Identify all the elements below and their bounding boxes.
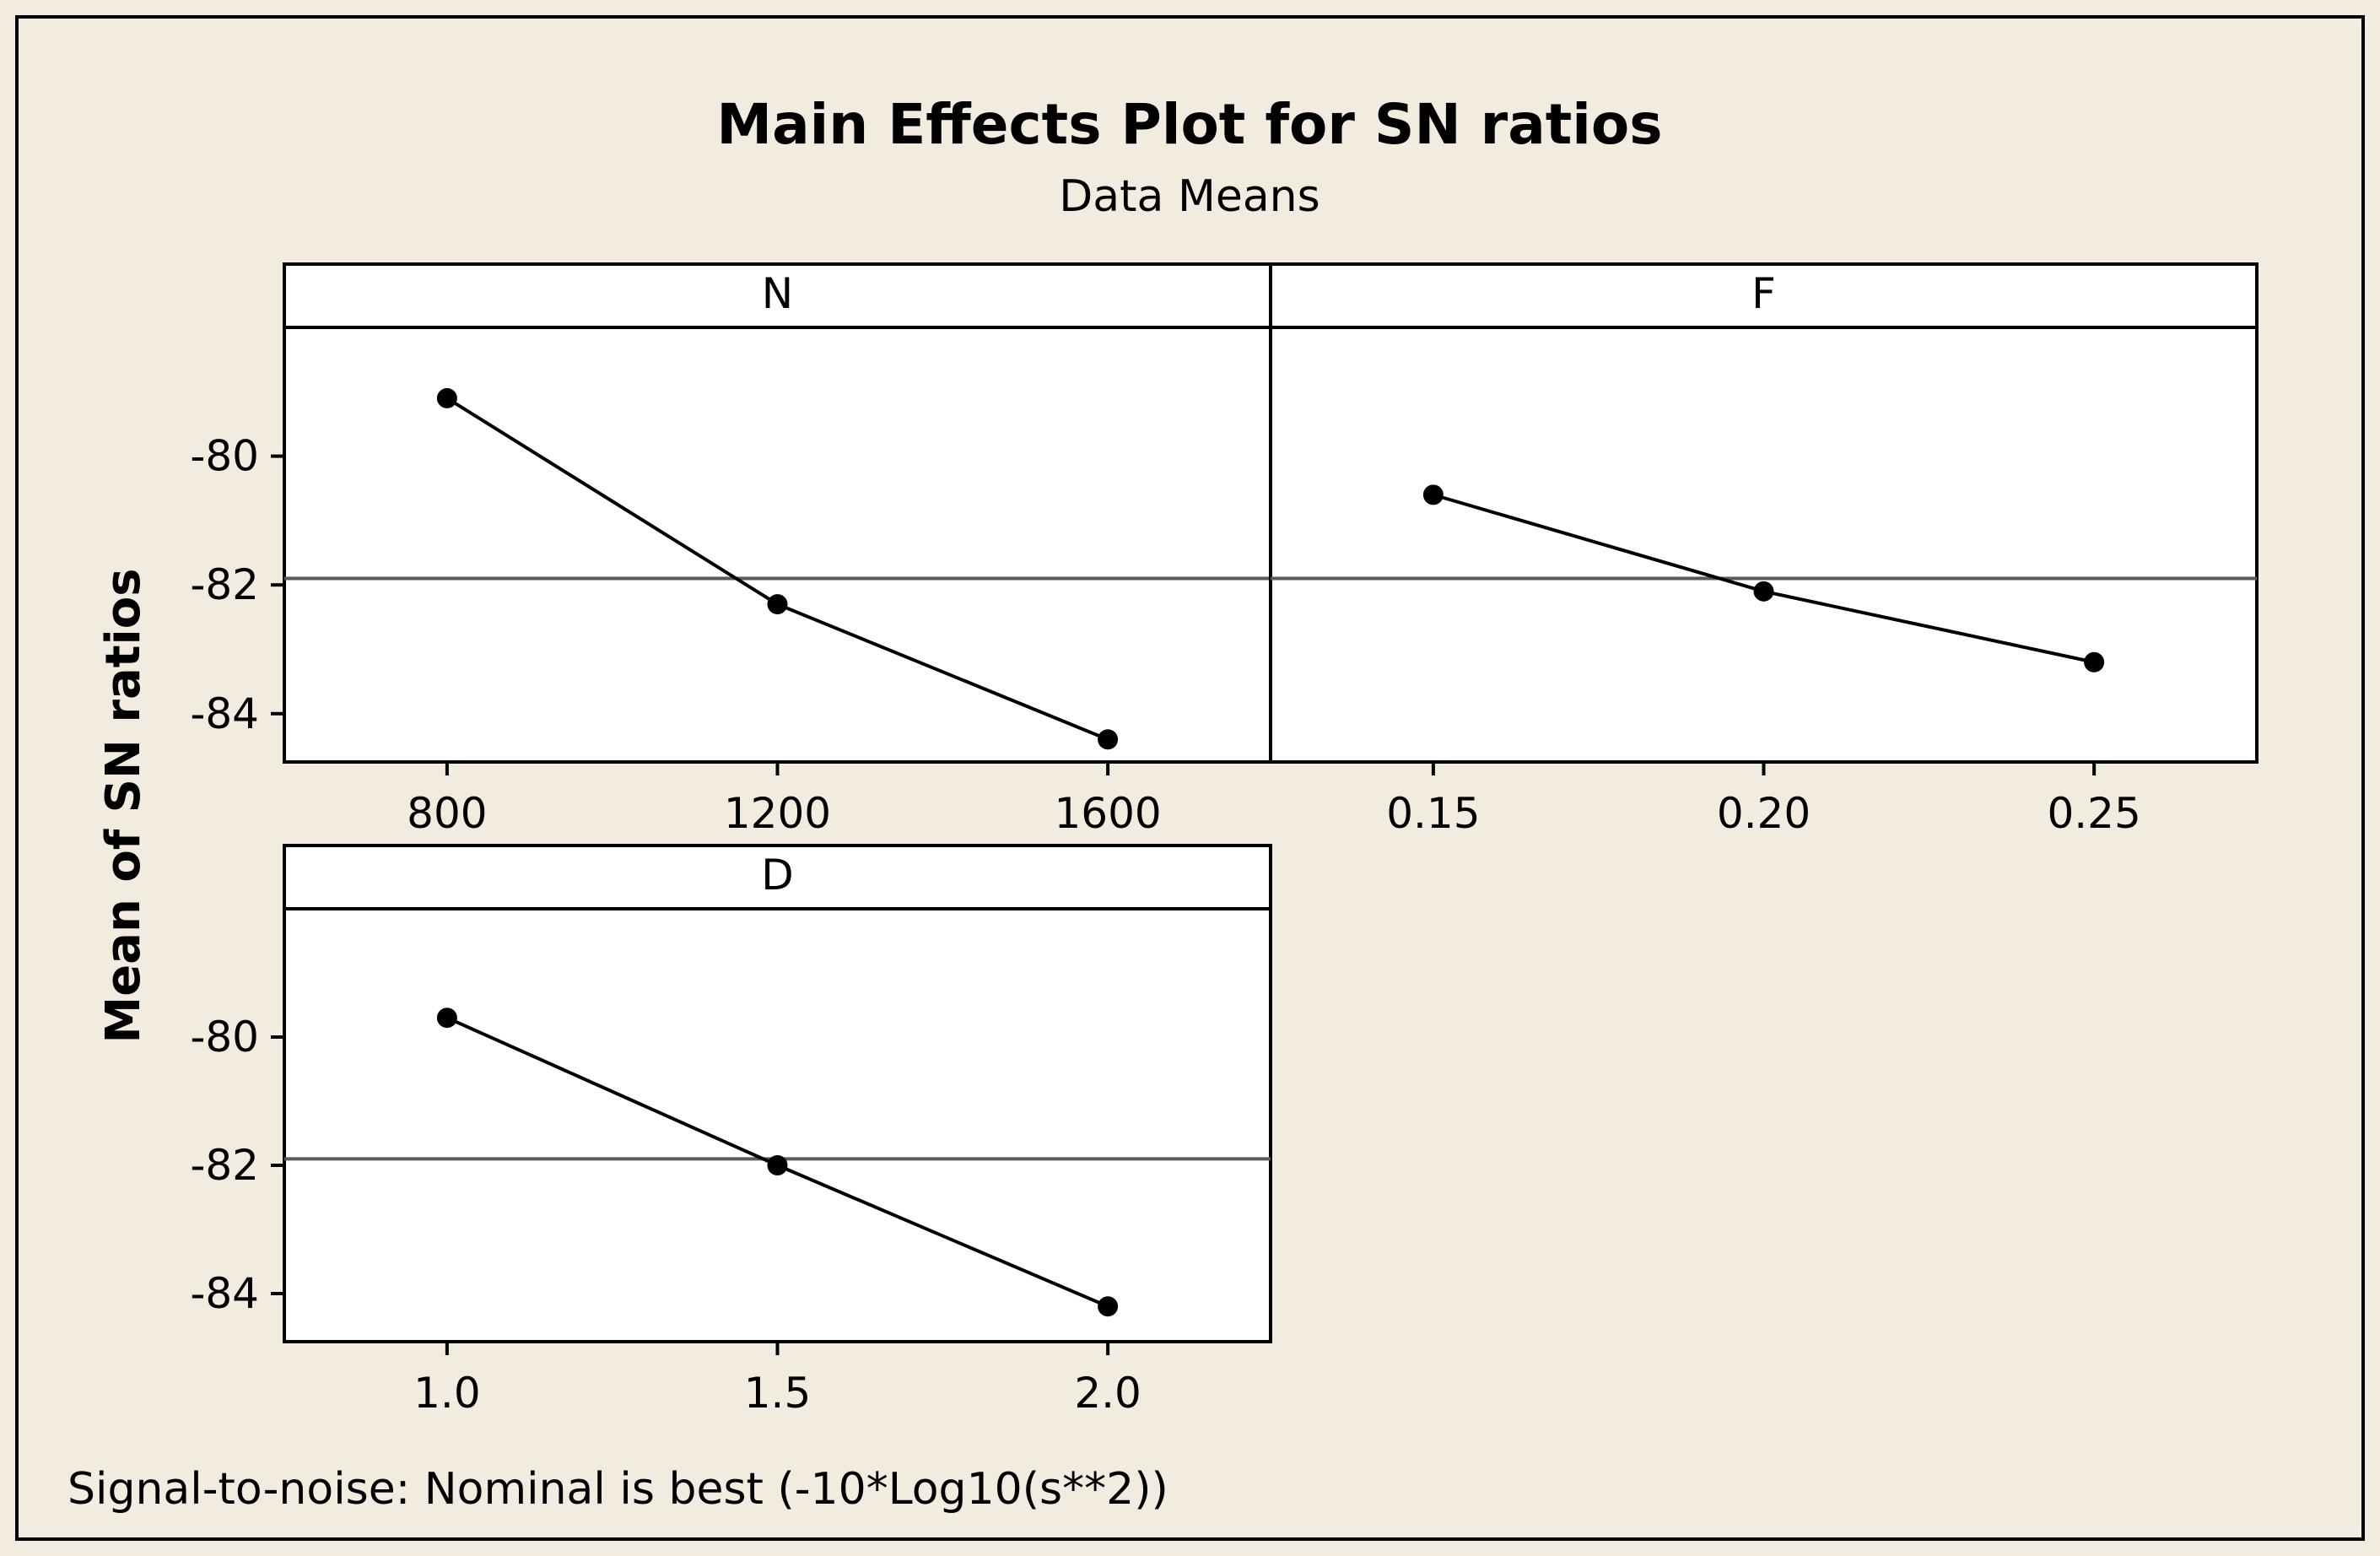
strip-label-d: D	[761, 851, 794, 900]
panel-frame	[1269, 262, 2259, 764]
y-tick-label: -80	[190, 432, 259, 481]
panel-frame	[283, 262, 1272, 764]
x-tick-label: 1.0	[413, 1369, 481, 1418]
strip-label-f: F	[1751, 269, 1776, 318]
x-tick-label: 1600	[1054, 789, 1161, 838]
data-point	[1098, 729, 1119, 750]
chart-title: Main Effects Plot for SN ratios	[716, 92, 1662, 157]
data-point	[1098, 1296, 1119, 1317]
y-axis-label: Mean of SN ratios	[96, 568, 151, 1043]
data-point	[2084, 651, 2105, 673]
x-tick-label: 0.25	[2047, 789, 2140, 838]
x-tick-label: 2.0	[1074, 1369, 1141, 1418]
y-tick-label: -84	[190, 689, 259, 738]
x-tick-label: 1.5	[744, 1369, 812, 1418]
strip-label-n: N	[762, 269, 793, 318]
x-tick-label: 800	[407, 789, 487, 838]
data-point	[436, 387, 457, 408]
data-point	[767, 1155, 788, 1175]
data-point	[436, 1008, 457, 1029]
footnote: Signal-to-noise: Nominal is best (-10*Lo…	[67, 1464, 1168, 1515]
panel-d: D -80 -82 -84 1.0 1.5 2.0	[190, 844, 1272, 1418]
x-tick-label: 1200	[724, 789, 831, 838]
x-tick-label: 0.15	[1386, 789, 1480, 838]
y-tick-label: -82	[190, 560, 259, 609]
data-point	[1422, 484, 1444, 505]
y-tick-label: -84	[190, 1269, 259, 1318]
panel-f: F 0.15 0.20 0.25	[1269, 262, 2259, 838]
data-point	[767, 594, 788, 615]
panel-n: N -80 -82 -84 800 1200 1600	[190, 262, 1272, 838]
panels-layer: N -80 -82 -84 800 1200 1600 F 0.15 0.20 0.25 D -80 -8…	[190, 262, 2259, 1418]
x-tick-label: 0.20	[1717, 789, 1811, 838]
y-tick-label: -82	[190, 1141, 259, 1190]
panel-frame	[283, 844, 1272, 1343]
y-tick-label: -80	[190, 1013, 259, 1062]
data-point	[1753, 581, 1774, 602]
chart-frame	[15, 15, 2365, 1541]
chart-subtitle: Data Means	[1059, 171, 1320, 222]
